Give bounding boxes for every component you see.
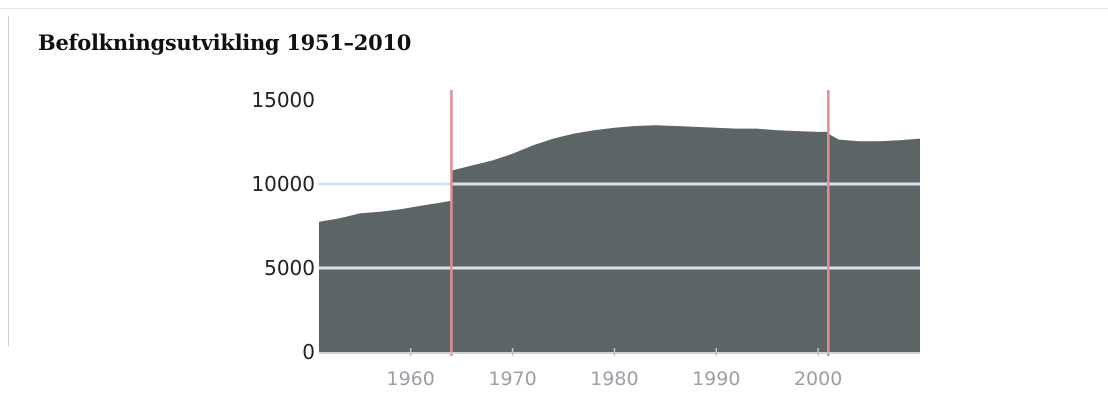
x-axis <box>319 348 920 356</box>
y-tick-label-15000: 15000 <box>251 88 315 112</box>
gridlines <box>319 182 920 270</box>
x-tick-labels: 1960 1970 1980 1990 2000 <box>386 368 842 390</box>
scan-border-left <box>8 16 9 346</box>
y-tick-label-0: 0 <box>302 340 315 364</box>
marker-lines <box>450 90 830 356</box>
y-axis: 15000 10000 5000 0 <box>251 88 315 364</box>
x-tick-label-1990: 1990 <box>692 368 740 390</box>
scan-border-top <box>0 8 1108 9</box>
y-tick-label-5000: 5000 <box>264 256 315 280</box>
x-tick-label-1980: 1980 <box>590 368 638 390</box>
population-area <box>319 125 920 352</box>
x-tick-label-1970: 1970 <box>488 368 536 390</box>
area-layer <box>319 125 920 352</box>
x-tick-label-2000: 2000 <box>794 368 842 390</box>
y-tick-label-10000: 10000 <box>251 172 315 196</box>
chart-title: Befolkningsutvikling 1951–2010 <box>38 30 412 55</box>
x-tick-label-1960: 1960 <box>386 368 434 390</box>
